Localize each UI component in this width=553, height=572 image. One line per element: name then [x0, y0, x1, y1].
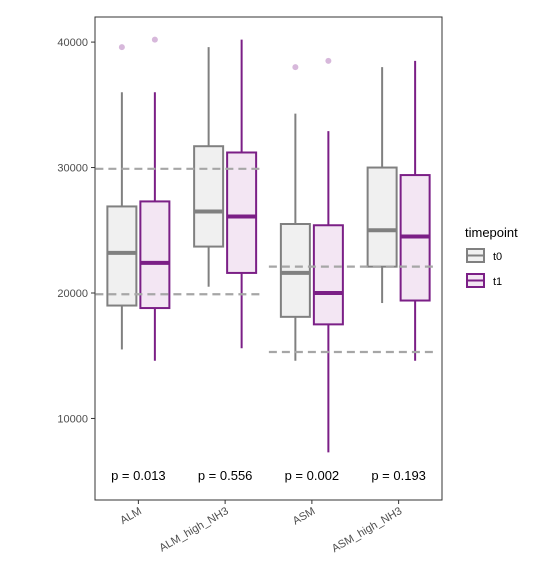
box-t0	[366, 166, 398, 268]
p-value-label: p = 0.193	[371, 468, 426, 483]
outlier-point	[118, 44, 125, 51]
y-tick-label: 10000	[57, 413, 88, 425]
box-t0	[106, 205, 138, 307]
x-tick-label: ALM	[118, 505, 144, 527]
p-value-label: p = 0.013	[111, 468, 166, 483]
legend-label-t0: t0	[493, 251, 502, 263]
box-t1	[312, 224, 344, 326]
p-value-label: p = 0.002	[285, 468, 340, 483]
legend-label-t1: t1	[493, 276, 502, 288]
y-tick-label: 20000	[57, 288, 88, 300]
y-tick-label: 40000	[57, 37, 88, 49]
outlier-point	[325, 57, 332, 64]
y-tick-label: 30000	[57, 163, 88, 175]
legend-title: timepoint	[465, 225, 518, 240]
p-value-label: p = 0.556	[198, 468, 253, 483]
x-tick-label: ASM_high_NH3	[330, 505, 404, 555]
box-t1	[139, 200, 171, 310]
outlier-point	[292, 64, 299, 71]
box-t0	[193, 145, 225, 248]
x-tick-label: ALM_high_NH3	[157, 505, 230, 554]
box-t0	[279, 223, 311, 318]
outlier-point	[151, 36, 158, 43]
x-tick-label: ASM	[291, 505, 318, 527]
box-t1	[226, 151, 258, 274]
